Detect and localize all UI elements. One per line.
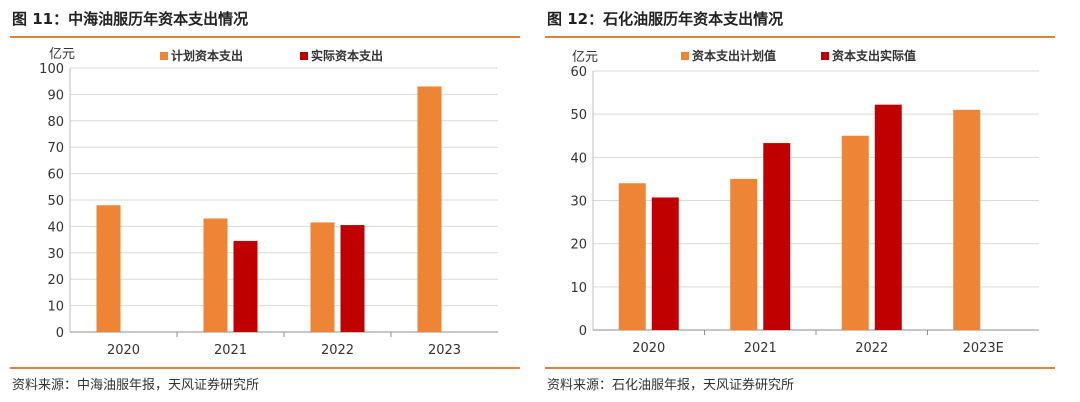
y-tick-label: 60 [570, 65, 587, 80]
legend-swatch [300, 52, 308, 60]
y-tick-label: 30 [47, 247, 64, 262]
x-tick-label: 2022 [855, 341, 888, 356]
x-tick-label: 2021 [214, 343, 247, 358]
x-tick-label: 2023E [963, 341, 1004, 356]
x-tick-label: 2020 [632, 341, 665, 356]
bar-planned [96, 205, 121, 332]
y-axis-label: 亿元 [572, 50, 598, 65]
chart-panel-sinopec-oilfield: 图 12：石化油服历年资本支出情况 0 10 20 30 40 50 60 亿元 资本支出计划值… [545, 0, 1065, 402]
bar-actual [340, 225, 365, 332]
y-tick-label: 10 [47, 300, 64, 315]
chart-panel-cosl: 图 11：中海油服历年资本支出情况 0 10 20 30 40 50 60 70 80 90 100… [10, 0, 530, 402]
y-tick-label: 100 [39, 62, 64, 77]
bar-actual [874, 104, 902, 330]
y-tick-label: 90 [47, 88, 64, 103]
source-divider [10, 367, 520, 369]
x-tick-label: 2020 [107, 343, 140, 358]
source-note: 资料来源：中海油服年报，天风证券研究所 [12, 378, 260, 393]
bar-planned [203, 218, 228, 332]
bar-actual [233, 240, 258, 332]
bar-planned [953, 109, 981, 330]
legend-label: 实际资本支出 [311, 48, 383, 63]
bar-planned [618, 183, 646, 330]
bar-planned [730, 178, 758, 330]
bar-planned [841, 135, 869, 330]
legend-label: 资本支出实际值 [832, 48, 916, 63]
x-tick-label: 2022 [321, 343, 354, 358]
legend-swatch [681, 52, 689, 60]
y-tick-label: 30 [570, 195, 587, 210]
y-tick-label: 50 [47, 194, 64, 209]
y-tick-label: 50 [570, 108, 587, 123]
title-divider [10, 36, 520, 38]
bar-planned [417, 86, 442, 332]
y-tick-label: 40 [47, 220, 64, 235]
x-tick-label: 2023 [428, 343, 461, 358]
source-divider [545, 367, 1055, 369]
bar-planned [310, 222, 335, 332]
legend-swatch [160, 52, 168, 60]
bar-actual [651, 197, 679, 330]
y-tick-label: 0 [579, 324, 587, 339]
y-tick-label: 80 [47, 115, 64, 130]
title-divider [545, 36, 1055, 38]
y-tick-label: 10 [570, 281, 587, 296]
y-tick-label: 20 [47, 273, 64, 288]
chart-title: 图 11：中海油服历年资本支出情况 [12, 10, 249, 28]
legend-label: 计划资本支出 [171, 48, 243, 63]
bar-actual [763, 143, 791, 330]
chart-title: 图 12：石化油服历年资本支出情况 [547, 10, 784, 28]
y-axis-label: 亿元 [49, 47, 75, 62]
y-tick-label: 40 [570, 151, 587, 166]
x-tick-label: 2021 [744, 341, 777, 356]
y-tick-label: 60 [47, 168, 64, 183]
source-note: 资料来源：石化油服年报，天风证券研究所 [547, 378, 795, 393]
y-tick-label: 70 [47, 141, 64, 156]
legend-label: 资本支出计划值 [692, 48, 776, 63]
legend-swatch [821, 52, 829, 60]
y-tick-label: 0 [56, 326, 64, 341]
y-tick-label: 20 [570, 238, 587, 253]
